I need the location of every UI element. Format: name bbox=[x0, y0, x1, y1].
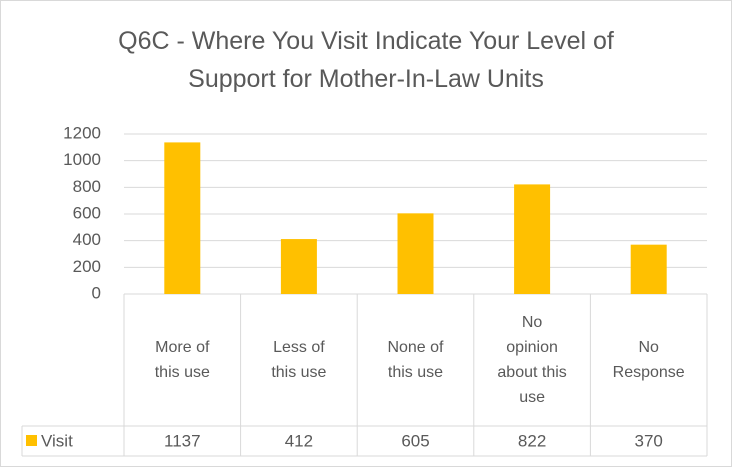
table-value: 1137 bbox=[164, 431, 201, 450]
table-value: 605 bbox=[401, 431, 429, 450]
legend-swatch bbox=[26, 435, 37, 446]
chart-title-box: Q6C - Where You Visit Indicate Your Leve… bbox=[118, 27, 614, 93]
x-tick-label-box: No opinion about this use bbox=[497, 314, 567, 406]
x-tick-label: None of this use bbox=[387, 339, 444, 381]
y-tick-label: 200 bbox=[73, 257, 101, 276]
bar bbox=[280, 239, 317, 294]
y-tick-label: 1000 bbox=[63, 150, 101, 169]
bar bbox=[630, 244, 667, 294]
chart-title: Q6C - Where You Visit Indicate Your Leve… bbox=[118, 27, 614, 93]
legend-label: Visit bbox=[41, 431, 73, 450]
x-tick-label: No Response bbox=[612, 339, 685, 381]
y-tick-label: 800 bbox=[73, 177, 101, 196]
x-tick-label-box: No Response bbox=[612, 339, 685, 381]
bar bbox=[164, 142, 201, 294]
x-tick-label-box: More of this use bbox=[154, 339, 210, 381]
table-value: 822 bbox=[518, 431, 546, 450]
bar bbox=[514, 184, 551, 294]
table-value: 412 bbox=[285, 431, 313, 450]
y-tick-label: 0 bbox=[92, 283, 101, 302]
x-tick-label-box: None of this use bbox=[387, 339, 444, 381]
y-tick-label: 600 bbox=[73, 203, 101, 222]
x-tick-label-box: Less of this use bbox=[271, 339, 327, 381]
x-tick-label: No opinion about this use bbox=[497, 314, 567, 406]
bar bbox=[397, 213, 434, 294]
x-tick-label: Less of this use bbox=[271, 339, 327, 381]
x-tick-label: More of this use bbox=[154, 339, 210, 381]
y-tick-label: 400 bbox=[73, 230, 101, 249]
table-value: 370 bbox=[635, 431, 663, 450]
y-tick-label: 1200 bbox=[63, 123, 101, 142]
